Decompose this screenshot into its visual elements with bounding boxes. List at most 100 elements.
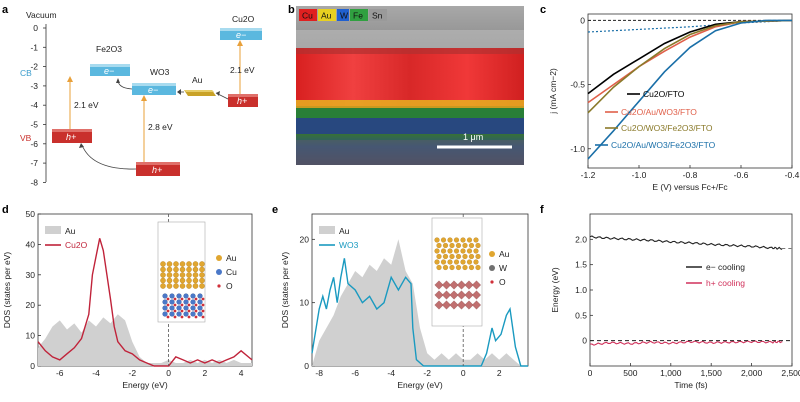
au-atom <box>436 264 442 271</box>
fe2o3-vb-box <box>52 129 92 143</box>
au-atom <box>455 264 462 271</box>
series-line-2 <box>587 19 793 114</box>
y-axis-label: Energy (eV) <box>550 267 560 313</box>
au-atom <box>434 259 440 265</box>
cu2o-label: Cu2O <box>232 14 255 24</box>
au-atom <box>468 264 475 271</box>
w-octahedron <box>457 290 466 300</box>
cu2o-au-structure-inset <box>157 221 206 323</box>
x-tick-label: -0.4 <box>785 170 800 180</box>
inset-legend-dot-0 <box>216 255 222 261</box>
au-atom <box>173 283 179 289</box>
au-atom <box>192 283 199 289</box>
au-atom <box>160 272 166 278</box>
au-atom <box>186 283 192 289</box>
x-tick-label: -6 <box>351 368 359 378</box>
legend-swatch-fe <box>350 9 368 21</box>
au-atom <box>475 253 481 260</box>
au-atom <box>447 248 453 254</box>
o-atom <box>180 303 184 307</box>
x-tick-label: -0.6 <box>734 170 749 180</box>
au-atom <box>473 237 479 243</box>
w-octahedron <box>434 280 444 290</box>
x-tick-label: 0 <box>461 368 466 378</box>
w-octahedron <box>434 290 444 300</box>
o-atom <box>166 309 170 313</box>
x-tick-label: 2 <box>497 368 502 378</box>
inset-legend-dot-0 <box>489 251 495 257</box>
au-atom <box>199 277 205 284</box>
a-ytick-label: -7 <box>30 158 38 168</box>
y-axis-label: j (mA cm−2) <box>548 68 558 115</box>
panel-c-jv-chart: -1.2 -1.0 -0.8 -0.6 -0.4 0 -0.5 -1.0 E (V) versu… <box>548 13 800 192</box>
a-ytick-label: -6 <box>30 139 38 149</box>
au-atom <box>199 266 205 273</box>
o-atom <box>201 303 205 307</box>
au-atom <box>160 261 166 267</box>
legend-label-hole: h+ cooling <box>706 278 745 288</box>
cu-atom <box>197 299 203 305</box>
o-atom <box>187 315 191 319</box>
w-octahedron <box>457 300 466 310</box>
au-atom <box>449 242 455 249</box>
w-octahedron <box>442 300 451 310</box>
au-atom <box>449 264 455 271</box>
wo3-gap: 2.8 eV <box>148 122 173 132</box>
au-atom <box>179 283 186 289</box>
w-octahedron <box>472 290 481 300</box>
x-tick-label: 2,000 <box>741 368 763 378</box>
au-atom <box>434 248 440 254</box>
y-tick-label: 0 <box>30 361 35 371</box>
x-tick-label: 0 <box>588 368 593 378</box>
au-atom <box>473 259 479 265</box>
x-tick-label: 500 <box>623 368 637 378</box>
o-atom <box>201 297 205 301</box>
inset-legend-label-1: Cu <box>226 267 237 277</box>
au-atom <box>462 242 468 249</box>
y-tick-label: 40 <box>26 239 36 249</box>
o-atom <box>187 297 191 301</box>
au-atom <box>166 261 173 267</box>
w-octahedron <box>449 300 459 310</box>
panel-f-cooling-chart: 0 500 1,000 1,500 2,000 2,500 0 0.5 1.0 1.5 2.0 Tim… <box>550 213 800 390</box>
wo3-hole: h+ <box>152 165 162 175</box>
o-atom <box>166 303 170 307</box>
o-atom <box>180 309 184 313</box>
au-atom <box>179 277 186 284</box>
legend-label-0: Cu2O/FTO <box>643 89 685 99</box>
cu-atom <box>183 293 189 299</box>
x-tick-label: 1,500 <box>701 368 723 378</box>
panel-letter-d: d <box>2 204 9 216</box>
inset-legend-dot-1 <box>216 269 222 275</box>
cu-atom <box>183 311 189 317</box>
cu-atom <box>162 299 168 305</box>
au-atom <box>179 272 186 278</box>
panel-letter-a: a <box>2 4 9 16</box>
cu2o-electron: e− <box>236 30 246 40</box>
x-tick-label: -2 <box>129 368 137 378</box>
w-octahedron <box>472 300 481 310</box>
legend-swatch-sn <box>369 9 387 21</box>
inset-legend-label-0: Au <box>226 253 237 263</box>
au-atom <box>460 259 466 265</box>
x-axis-label: Time (fs) <box>674 380 707 390</box>
o-atom <box>166 297 170 301</box>
au-atom <box>199 272 205 278</box>
au-atom <box>460 237 466 243</box>
cu-atom <box>176 299 182 305</box>
inset-legend-label-2: O <box>226 281 233 291</box>
inset-legend-label-2: O <box>499 277 506 287</box>
panel-letter-b: b <box>288 4 295 16</box>
au-atom <box>453 248 460 254</box>
au-atom <box>173 272 179 278</box>
inset-legend-dot-1 <box>489 265 495 271</box>
x-tick-label: -4 <box>387 368 395 378</box>
cu-atom <box>162 311 168 317</box>
a-ytick-label: -1 <box>30 42 38 52</box>
cu-atom <box>190 293 196 299</box>
au-atom <box>160 277 166 284</box>
x-tick-label: 4 <box>239 368 244 378</box>
w-octahedron <box>449 280 459 290</box>
